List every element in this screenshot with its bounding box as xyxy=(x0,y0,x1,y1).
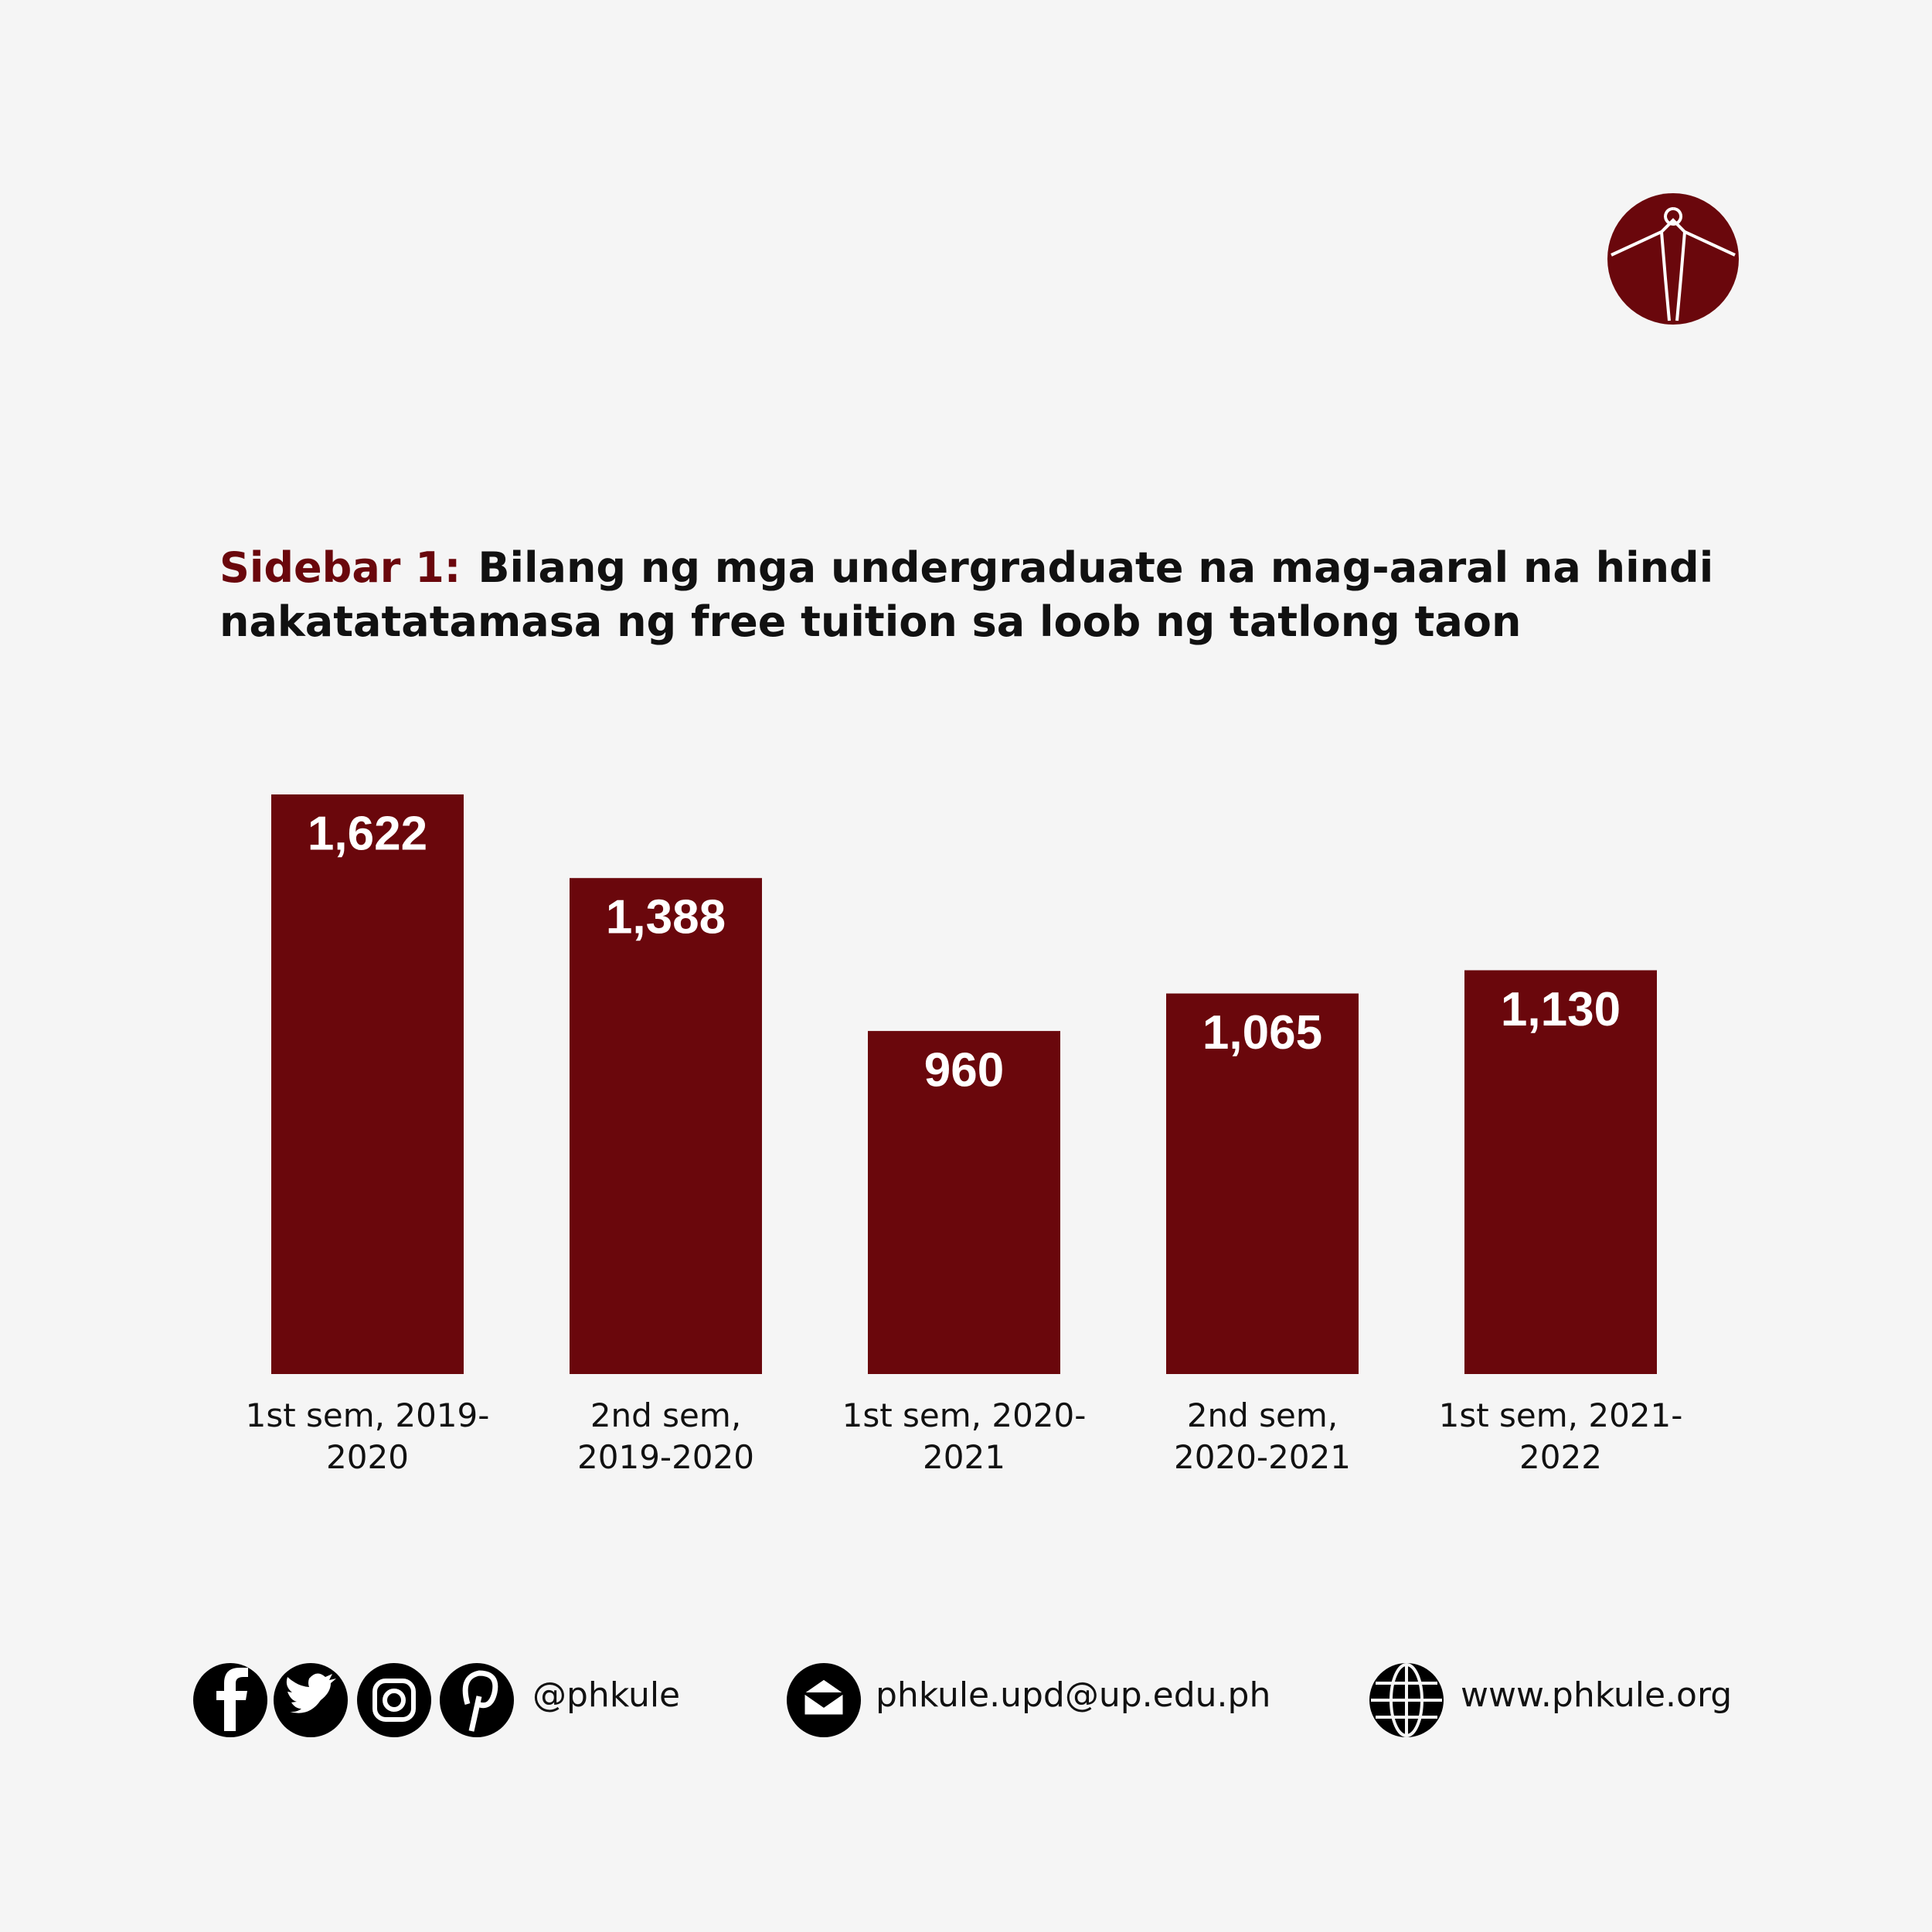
chart-title: Sidebar 1: Bilang ng mga undergraduate na… xyxy=(219,541,1726,649)
bar xyxy=(570,878,762,1374)
bar xyxy=(1464,970,1657,1374)
logo xyxy=(1607,193,1739,325)
bar xyxy=(868,1031,1060,1374)
sidebar-label: Sidebar 1: xyxy=(219,543,461,592)
value-label: 1,065 xyxy=(1202,1006,1322,1060)
value-label: 1,130 xyxy=(1501,983,1621,1036)
value-label: 960 xyxy=(924,1043,1004,1097)
value-label: 1,622 xyxy=(308,807,427,860)
bar xyxy=(271,794,464,1374)
social-handle: @phkule xyxy=(532,1675,681,1715)
x-tick-label: 2nd sem, 2019-2020 xyxy=(577,1396,754,1476)
value-label: 1,388 xyxy=(606,891,726,944)
x-tick-label: 1st sem, 2021-2022 xyxy=(1438,1396,1683,1476)
bar xyxy=(1166,993,1359,1374)
x-tick-label: 1st sem, 2019-2020 xyxy=(245,1396,490,1476)
email: phkule.upd@up.edu.ph xyxy=(876,1675,1271,1715)
x-tick-label: 2nd sem, 2020-2021 xyxy=(1174,1396,1351,1476)
footer-icons xyxy=(193,1663,1444,1737)
x-tick-label: 1st sem, 2020-2021 xyxy=(842,1396,1087,1476)
website: www.phkule.org xyxy=(1461,1675,1733,1715)
title-text: Bilang ng mga undergraduate na mag-aaral… xyxy=(219,543,1714,646)
